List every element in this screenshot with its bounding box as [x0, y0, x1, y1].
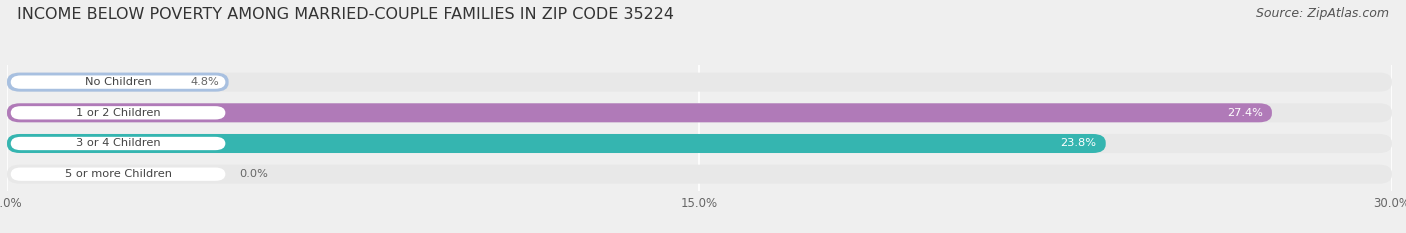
FancyBboxPatch shape: [7, 73, 1392, 92]
Text: 23.8%: 23.8%: [1060, 138, 1097, 148]
Text: 0.0%: 0.0%: [239, 169, 269, 179]
Text: No Children: No Children: [84, 77, 152, 87]
Text: 1 or 2 Children: 1 or 2 Children: [76, 108, 160, 118]
Text: 27.4%: 27.4%: [1227, 108, 1263, 118]
FancyBboxPatch shape: [11, 137, 225, 150]
Text: 5 or more Children: 5 or more Children: [65, 169, 172, 179]
Text: Source: ZipAtlas.com: Source: ZipAtlas.com: [1256, 7, 1389, 20]
FancyBboxPatch shape: [11, 168, 225, 181]
FancyBboxPatch shape: [7, 165, 1392, 184]
Text: INCOME BELOW POVERTY AMONG MARRIED-COUPLE FAMILIES IN ZIP CODE 35224: INCOME BELOW POVERTY AMONG MARRIED-COUPL…: [17, 7, 673, 22]
Text: 4.8%: 4.8%: [191, 77, 219, 87]
FancyBboxPatch shape: [7, 103, 1392, 122]
FancyBboxPatch shape: [7, 103, 1272, 122]
FancyBboxPatch shape: [11, 75, 225, 89]
FancyBboxPatch shape: [11, 106, 225, 120]
FancyBboxPatch shape: [7, 134, 1392, 153]
FancyBboxPatch shape: [7, 134, 1105, 153]
Text: 3 or 4 Children: 3 or 4 Children: [76, 138, 160, 148]
FancyBboxPatch shape: [7, 73, 229, 92]
